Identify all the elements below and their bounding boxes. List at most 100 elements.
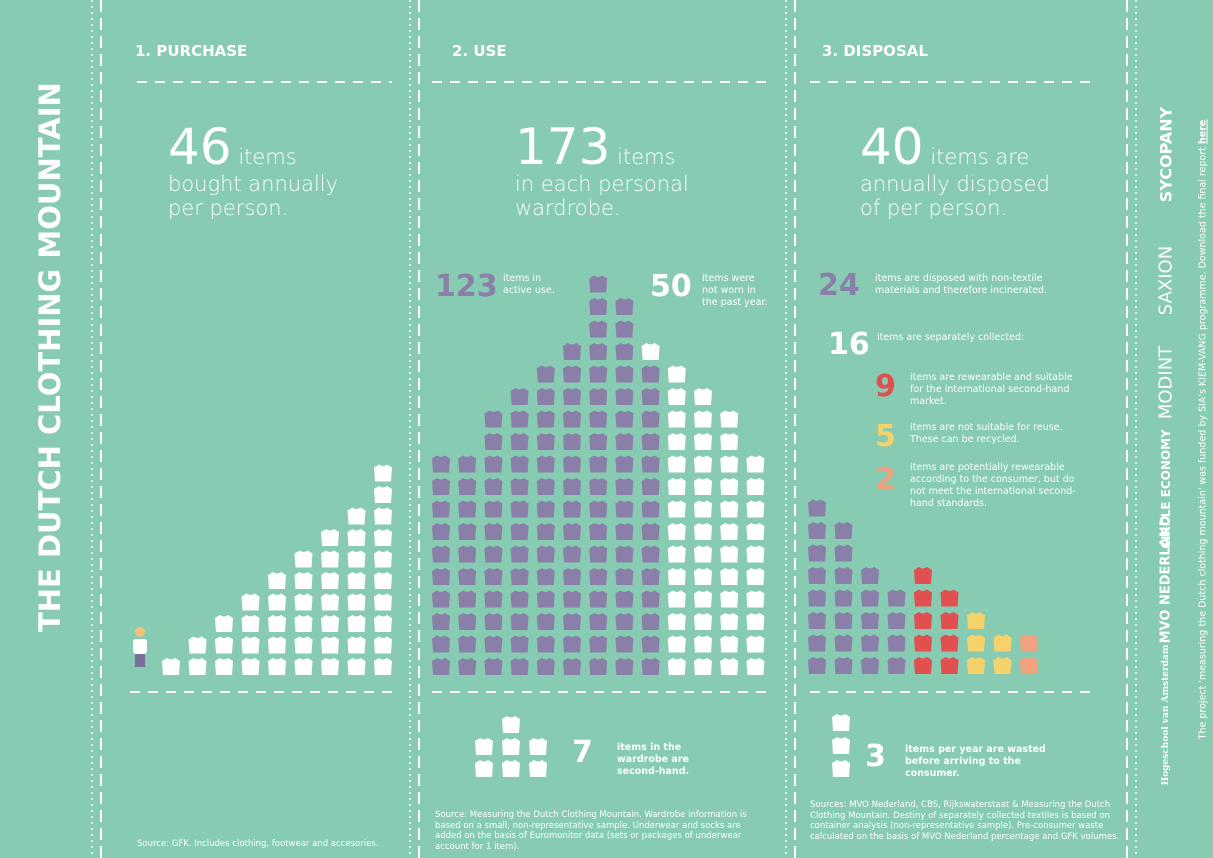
item-icon	[940, 612, 959, 629]
item-icon	[641, 478, 660, 495]
item-icon	[563, 613, 581, 630]
item-icon	[484, 478, 503, 495]
item-icon	[641, 613, 660, 630]
item-icon	[458, 658, 477, 675]
item-icon	[967, 657, 985, 674]
item-icon	[510, 635, 529, 653]
item-icon	[536, 500, 555, 518]
item-icon	[268, 572, 286, 589]
item-icon	[374, 507, 392, 525]
stat-number: 50	[650, 269, 692, 304]
item-icon	[641, 658, 660, 675]
stat-number: 2	[875, 462, 896, 497]
item-icons	[475, 716, 547, 777]
item-icon	[720, 658, 739, 675]
item-icon	[563, 658, 581, 675]
item-icon	[484, 613, 503, 630]
item-icon	[347, 529, 366, 546]
item-icon	[694, 590, 712, 608]
item-icon	[808, 634, 826, 652]
item-icon	[589, 613, 608, 630]
horizontal-dashes	[130, 81, 1096, 693]
item-icon	[589, 478, 608, 495]
headline-text: bought annually per person.	[168, 172, 339, 220]
item-icons	[808, 499, 906, 674]
item-icon	[887, 589, 906, 607]
item-icon	[887, 612, 906, 629]
item-icon	[667, 410, 686, 428]
item-icon	[746, 500, 765, 518]
stat-number: 7	[572, 735, 593, 770]
item-icon	[484, 433, 503, 450]
item-icon	[374, 529, 392, 546]
stat-number: 9	[875, 369, 896, 404]
item-icon	[215, 636, 233, 654]
item-icon	[374, 615, 392, 632]
item-icon	[694, 500, 712, 518]
item-icon	[720, 478, 739, 495]
item-icon	[458, 568, 477, 585]
item-icon	[563, 500, 581, 518]
item-icon	[615, 298, 634, 315]
item-icon	[374, 464, 392, 482]
item-icon	[746, 658, 765, 675]
item-icon	[510, 658, 529, 675]
item-icon	[694, 455, 712, 473]
item-icon	[615, 433, 634, 450]
item-icon	[589, 320, 608, 338]
item-icon	[667, 590, 686, 608]
item-icon	[563, 433, 581, 450]
item-icon	[458, 635, 477, 653]
item-icon	[694, 613, 712, 630]
item-icon	[321, 636, 339, 654]
item-icon	[887, 657, 906, 674]
item-icon	[215, 658, 233, 675]
report-link[interactable]: here	[1197, 119, 1209, 145]
section-heading: 2. USE	[452, 42, 507, 60]
item-icon	[536, 433, 555, 450]
item-icon	[484, 500, 503, 518]
item-icon	[510, 590, 529, 608]
headline-unit: items	[238, 145, 297, 169]
item-icon	[694, 568, 712, 585]
item-icon	[536, 455, 555, 473]
item-icon	[321, 550, 339, 568]
item-icon	[294, 572, 313, 589]
item-icon	[914, 567, 932, 584]
item-icon	[589, 365, 608, 383]
item-icon	[374, 658, 392, 675]
item-icon	[667, 500, 686, 518]
item-icon	[432, 635, 450, 653]
item-icon	[720, 568, 739, 585]
item-icon	[615, 343, 634, 360]
item-icon	[563, 545, 581, 563]
separators	[91, 0, 1137, 858]
item-icon	[458, 455, 477, 473]
stat-text: items are not suitable for reuse. These …	[910, 422, 1063, 445]
stat-number: 24	[818, 268, 860, 303]
item-icon	[808, 589, 826, 607]
item-icon	[484, 568, 503, 585]
item-icon	[832, 714, 850, 731]
item-icon	[694, 433, 712, 450]
headline: 173 items in each personal wardrobe.	[515, 122, 715, 220]
item-icon	[641, 568, 660, 585]
item-icon	[615, 635, 634, 653]
item-icon	[536, 545, 555, 563]
item-icon	[808, 657, 826, 674]
item-icon	[667, 523, 686, 540]
item-icon	[615, 590, 634, 608]
item-icon	[484, 545, 503, 563]
item-icon	[484, 523, 503, 540]
item-icon	[589, 343, 608, 360]
source: Sources: MVO Nederland, CBS, Rijkswaters…	[810, 800, 1120, 842]
item-icon	[432, 568, 450, 585]
item-icons	[914, 567, 959, 674]
item-icon	[321, 529, 339, 546]
item-icon	[536, 410, 555, 428]
item-icon	[746, 545, 765, 563]
item-icon	[641, 523, 660, 540]
item-icon	[241, 658, 260, 675]
item-icon	[861, 634, 879, 652]
item-icon	[615, 658, 634, 675]
